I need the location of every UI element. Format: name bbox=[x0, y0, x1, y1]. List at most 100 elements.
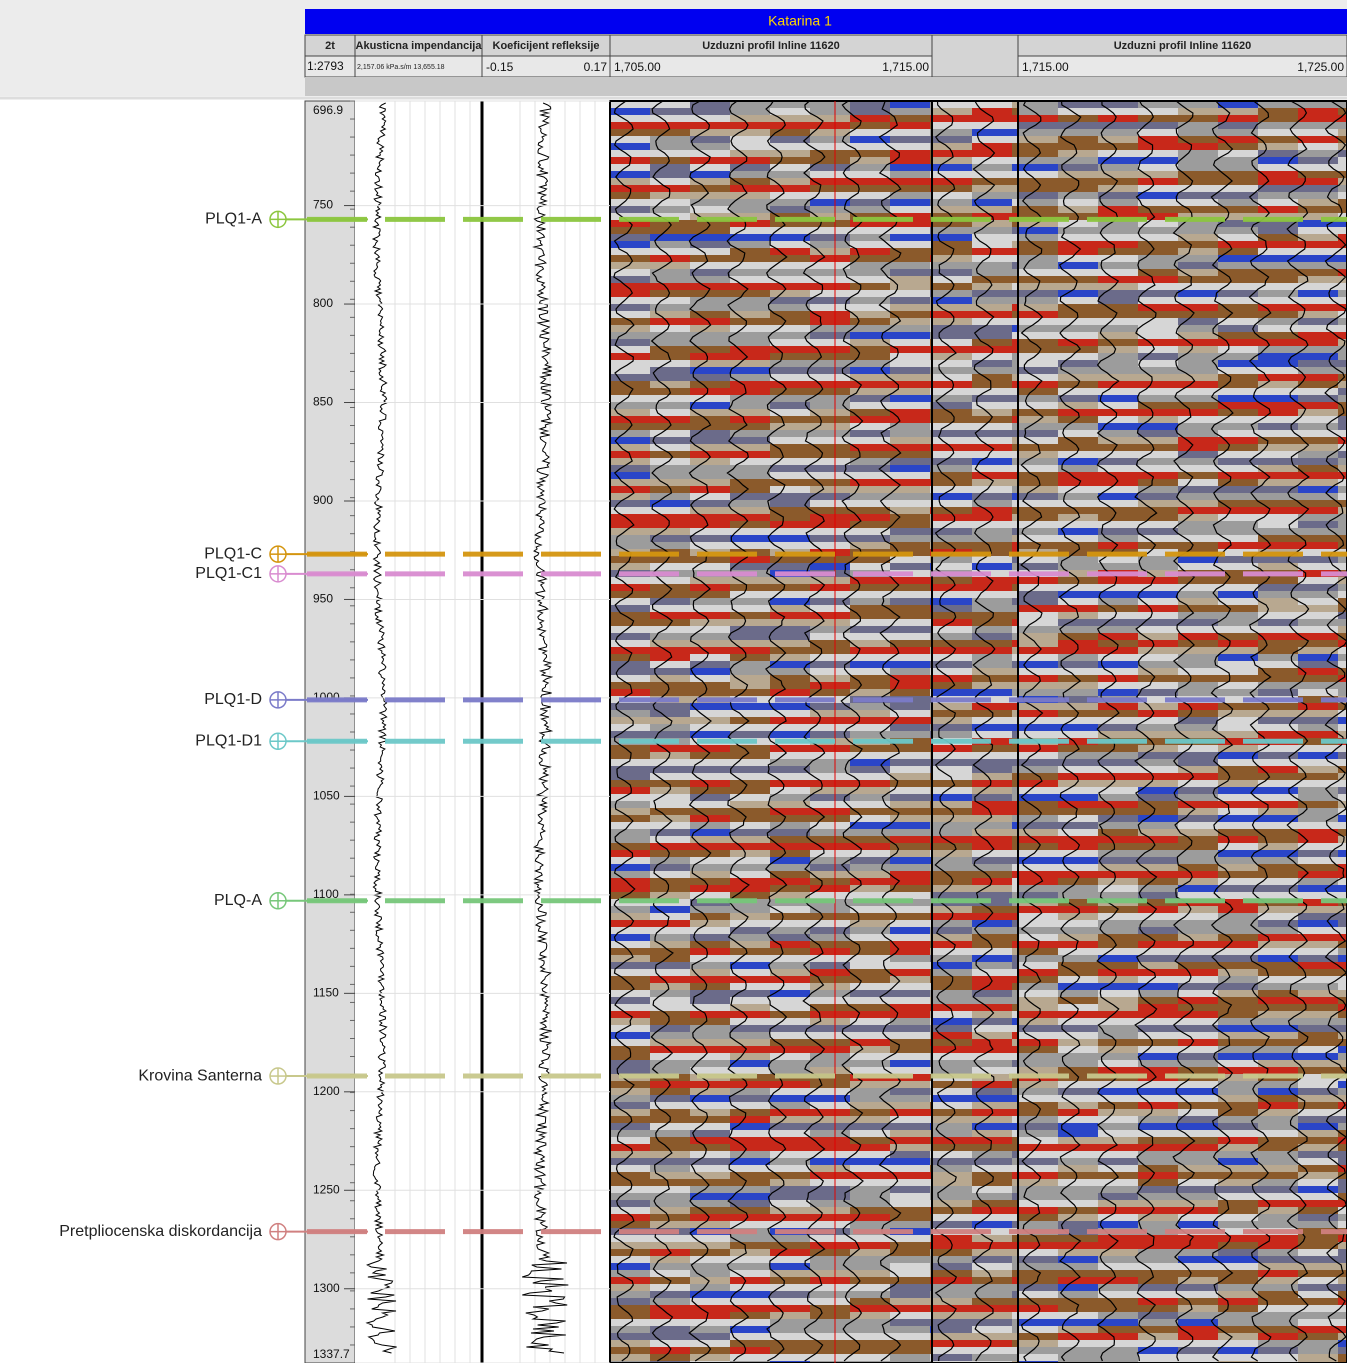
seismic-band bbox=[1098, 577, 1138, 584]
seismic-band bbox=[770, 654, 810, 661]
seismic-band bbox=[770, 1277, 810, 1284]
seismic-band bbox=[972, 353, 1012, 360]
seismic-band bbox=[730, 1305, 770, 1312]
seismic-band bbox=[1338, 535, 1347, 542]
seismic-band bbox=[770, 1319, 810, 1326]
seismic-band bbox=[850, 297, 890, 304]
seismic-band bbox=[690, 115, 730, 122]
seismic-band bbox=[650, 1200, 690, 1207]
seismic-band bbox=[1138, 738, 1178, 745]
seismic-band bbox=[770, 192, 810, 199]
seismic-band bbox=[1018, 493, 1058, 500]
seismic-band bbox=[890, 297, 930, 304]
seismic-band bbox=[690, 1186, 730, 1193]
seismic-band bbox=[972, 157, 1012, 164]
seismic-band bbox=[1018, 836, 1058, 843]
seismic-band bbox=[1298, 332, 1338, 339]
seismic-band bbox=[650, 234, 690, 241]
seismic-band bbox=[1098, 1039, 1138, 1046]
seismic-band bbox=[1098, 1249, 1138, 1256]
seismic-band bbox=[1018, 1235, 1058, 1242]
seismic-band bbox=[1098, 1242, 1138, 1249]
seismic-band bbox=[770, 633, 810, 640]
seismic-band bbox=[1218, 178, 1258, 185]
seismic-band bbox=[730, 213, 770, 220]
seismic-band bbox=[890, 346, 930, 353]
seismic-band bbox=[1018, 1032, 1058, 1039]
seismic-band bbox=[1058, 472, 1098, 479]
seismic-band bbox=[810, 703, 850, 710]
seismic-band bbox=[890, 234, 930, 241]
seismic-band bbox=[810, 801, 850, 808]
seismic-band bbox=[1258, 1081, 1298, 1088]
seismic-band bbox=[1018, 332, 1058, 339]
seismic-band bbox=[1098, 780, 1138, 787]
seismic-band bbox=[1298, 969, 1338, 976]
seismic-band bbox=[650, 409, 690, 416]
seismic-band bbox=[1098, 1347, 1138, 1354]
horizon-label: PLQ1-C1 bbox=[195, 565, 262, 582]
seismic-band bbox=[1138, 353, 1178, 360]
seismic-band bbox=[932, 661, 972, 668]
seismic-band bbox=[1012, 787, 1018, 794]
seismic-band bbox=[610, 1060, 650, 1067]
seismic-band bbox=[890, 451, 930, 458]
seismic-band bbox=[932, 248, 972, 255]
seismic-band bbox=[1258, 948, 1298, 955]
seismic-band bbox=[1012, 927, 1018, 934]
seismic-band bbox=[1098, 955, 1138, 962]
seismic-band bbox=[890, 304, 930, 311]
seismic-band bbox=[1298, 1109, 1338, 1116]
seismic-band bbox=[730, 1277, 770, 1284]
seismic-band bbox=[1218, 1081, 1258, 1088]
seismic-band bbox=[1298, 1270, 1338, 1277]
seismic-band bbox=[610, 619, 650, 626]
seismic-band bbox=[1298, 1340, 1338, 1347]
seismic-band bbox=[932, 479, 972, 486]
seismic-band bbox=[610, 878, 650, 885]
seismic-band bbox=[1012, 1207, 1018, 1214]
seismic-band bbox=[1138, 1354, 1178, 1361]
seismic-band bbox=[1058, 1312, 1098, 1319]
seismic-band bbox=[610, 801, 650, 808]
seismic-band bbox=[1258, 773, 1298, 780]
seismic-band bbox=[1012, 255, 1018, 262]
seismic-band bbox=[1058, 325, 1098, 332]
seismic-band bbox=[972, 1319, 1012, 1326]
seismic-band bbox=[810, 1130, 850, 1137]
seismic-band bbox=[1098, 815, 1138, 822]
seismic-band bbox=[1018, 115, 1058, 122]
seismic-band bbox=[890, 409, 930, 416]
seismic-band bbox=[610, 640, 650, 647]
seismic-band bbox=[810, 1032, 850, 1039]
seismic-band bbox=[972, 766, 1012, 773]
seismic-band bbox=[1298, 297, 1338, 304]
seismic-band bbox=[810, 577, 850, 584]
seismic-band bbox=[810, 185, 850, 192]
seismic-band bbox=[1298, 1228, 1338, 1235]
seismic-band bbox=[650, 731, 690, 738]
seismic-band bbox=[1012, 1179, 1018, 1186]
seismic-band bbox=[690, 1011, 730, 1018]
seismic-band bbox=[610, 143, 650, 150]
seismic-band bbox=[1012, 1354, 1018, 1361]
seismic-band bbox=[1298, 591, 1338, 598]
seismic-band bbox=[730, 605, 770, 612]
seismic-band bbox=[1012, 878, 1018, 885]
seismic-band bbox=[1218, 1221, 1258, 1228]
seismic-band bbox=[650, 1088, 690, 1095]
seismic-band bbox=[770, 808, 810, 815]
seismic-band bbox=[1138, 206, 1178, 213]
seismic-band bbox=[1178, 1235, 1218, 1242]
seismic-band bbox=[890, 759, 930, 766]
seismic-band bbox=[1258, 458, 1298, 465]
seismic-band bbox=[1218, 395, 1258, 402]
seismic-band bbox=[1298, 1242, 1338, 1249]
seismic-band bbox=[1138, 885, 1178, 892]
seismic-band bbox=[650, 633, 690, 640]
seismic-band bbox=[610, 717, 650, 724]
seismic-band bbox=[730, 962, 770, 969]
seismic-band bbox=[972, 829, 1012, 836]
seismic-band bbox=[1138, 850, 1178, 857]
seismic-band bbox=[730, 367, 770, 374]
